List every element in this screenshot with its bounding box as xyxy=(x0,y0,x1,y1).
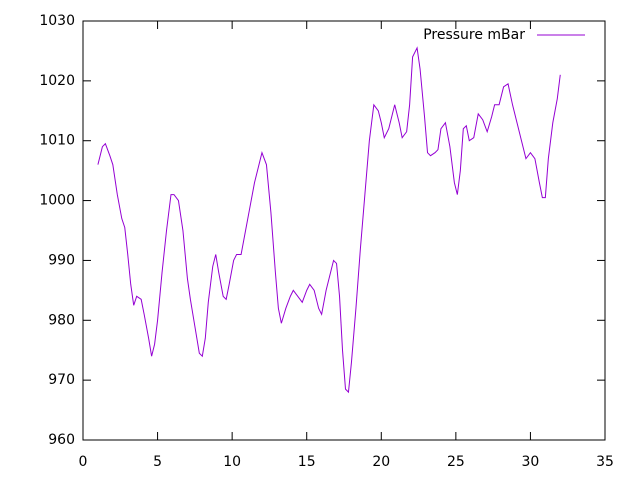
y-tick-label: 960 xyxy=(48,432,75,448)
x-tick-label: 20 xyxy=(372,454,390,470)
x-tick-label: 10 xyxy=(223,454,241,470)
y-tick-label: 1020 xyxy=(39,73,75,89)
y-tick-label: 980 xyxy=(48,312,75,328)
y-tick-label: 970 xyxy=(48,372,75,388)
x-tick-label: 30 xyxy=(522,454,540,470)
legend-label: Pressure mBar xyxy=(423,27,525,43)
y-tick-label: 1000 xyxy=(39,193,75,209)
x-tick-label: 25 xyxy=(447,454,465,470)
plot-border xyxy=(82,20,606,441)
y-tick-label: 1010 xyxy=(39,133,75,149)
y-tick-label: 990 xyxy=(48,252,75,268)
x-tick-label: 35 xyxy=(596,454,614,470)
data-line xyxy=(97,46,561,394)
x-tick-label: 5 xyxy=(153,454,162,470)
x-tick-label: 15 xyxy=(298,454,316,470)
x-tick-label: 0 xyxy=(79,454,88,470)
y-tick-label: 1030 xyxy=(39,13,75,29)
